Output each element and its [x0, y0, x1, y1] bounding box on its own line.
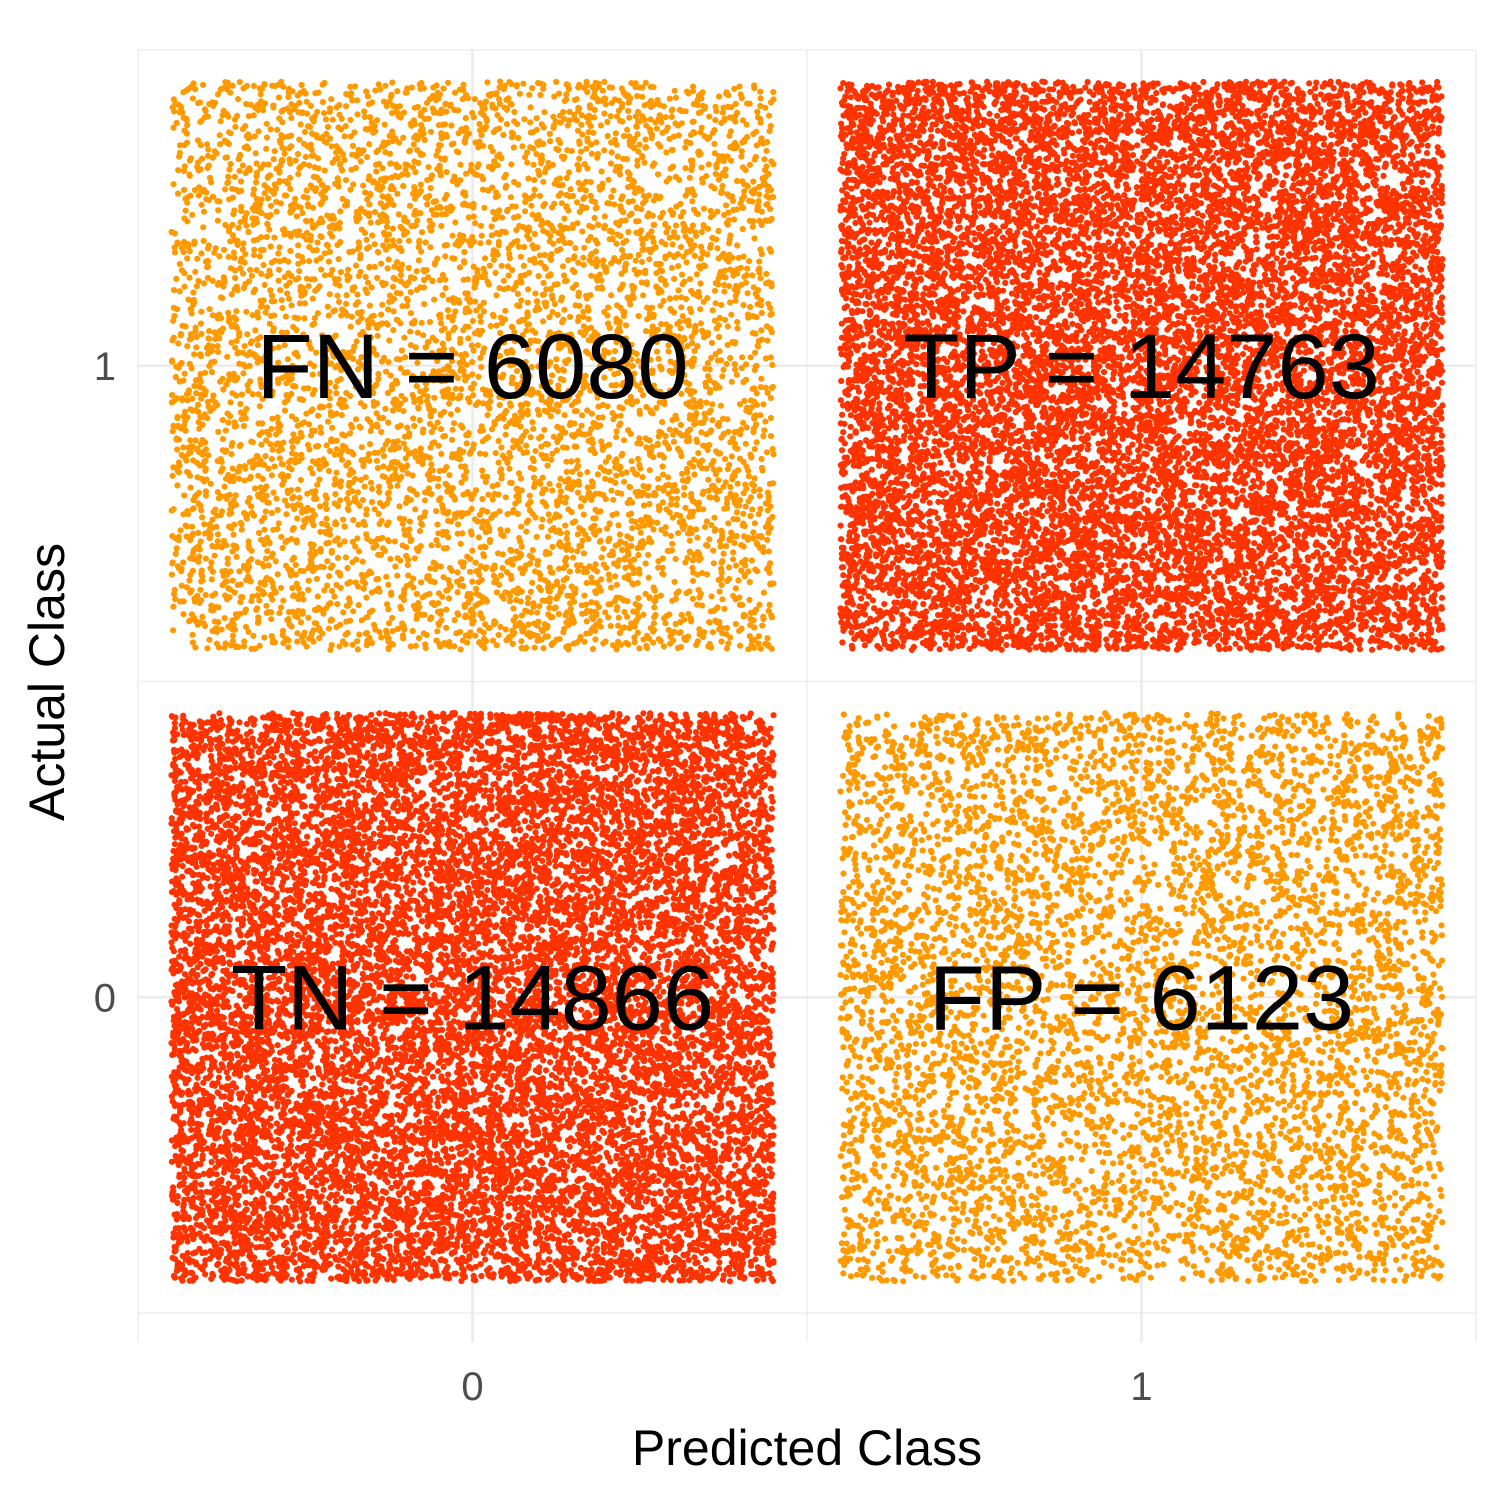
scatter-points-fn — [168, 78, 777, 654]
cell-labels: TN = 14866 FP = 6123 FN = 6080 TP = 14763 — [231, 316, 1380, 1050]
x-axis-title: Predicted Class — [632, 1420, 982, 1476]
cell-label-fn: FN = 6080 — [256, 316, 688, 418]
y-tick-label: 0 — [94, 976, 116, 1020]
points-fp — [837, 710, 1446, 1285]
y-tick-label: 1 — [94, 345, 116, 389]
points-tn — [168, 709, 777, 1285]
jittered-points — [168, 78, 1446, 1285]
y-axis-title: Actual Class — [19, 543, 75, 821]
cell-label-fp: FP = 6123 — [929, 947, 1354, 1049]
scatter-points-tn — [168, 709, 777, 1285]
points-fn — [168, 78, 777, 654]
cell-label-tn: TN = 14866 — [231, 947, 714, 1049]
x-tick-label: 1 — [1130, 1365, 1152, 1409]
axis-ticks: 0 1 0 1 — [94, 345, 1153, 1409]
cell-label-tp: TP = 14763 — [903, 316, 1380, 418]
points-tp — [837, 78, 1446, 654]
x-tick-label: 0 — [461, 1365, 483, 1409]
scatter-points-fp — [837, 710, 1446, 1285]
scatter-points-tp — [837, 78, 1446, 654]
